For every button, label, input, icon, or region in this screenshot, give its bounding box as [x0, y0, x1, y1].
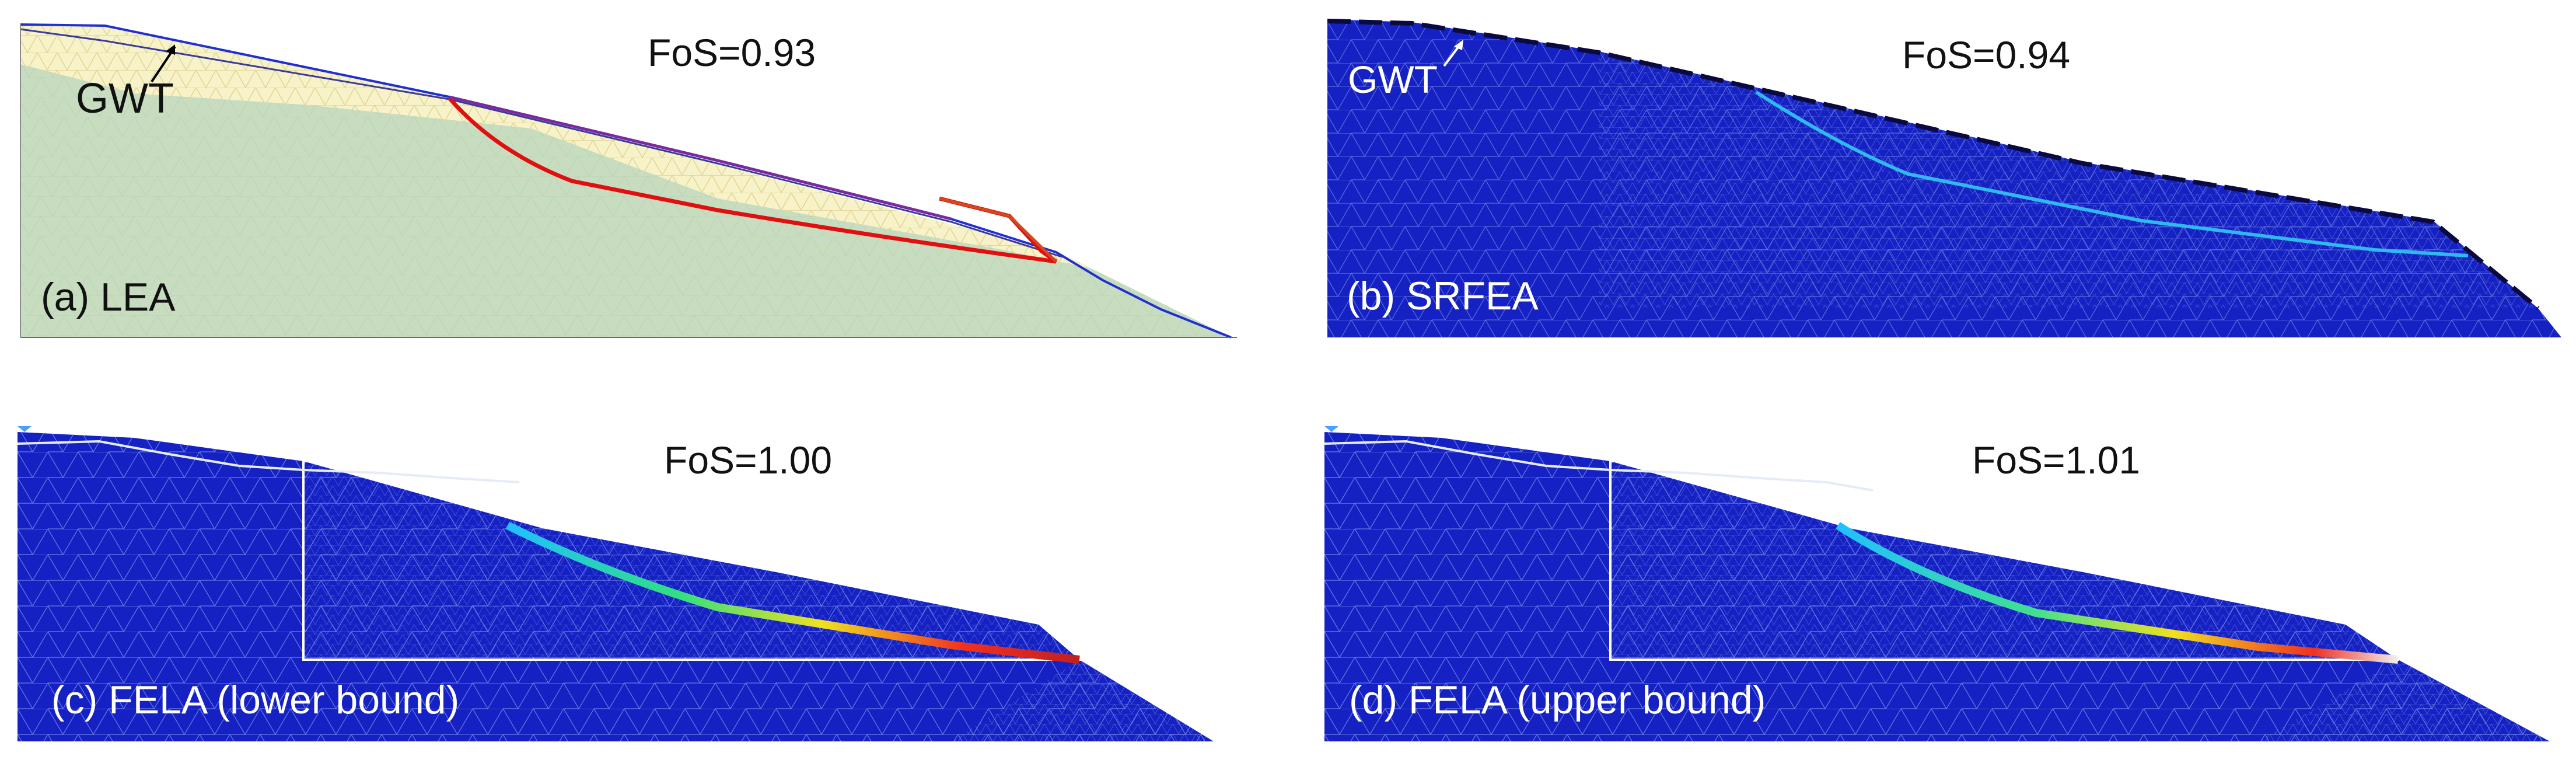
fos-value-c: FoS=1.00 — [664, 438, 833, 482]
shear-band-c — [505, 521, 1080, 664]
groundwater-table-line — [20, 28, 1062, 258]
critical-slip-surface — [448, 96, 1058, 264]
panel-c-fela-lower: FoS=1.00 (c) FELA (lower bound) — [18, 426, 1237, 759]
water-table-line — [18, 440, 520, 483]
panel-label-b: (b) SRFEA — [1347, 274, 1539, 318]
fela-lower-diagram — [18, 426, 1214, 741]
panel-d-fela-upper: FoS=1.01 (d) FELA (upper bound) — [1324, 426, 2567, 759]
panel-label-a: (a) LEA — [41, 275, 176, 319]
panel-label-d: (d) FELA (upper bound) — [1349, 678, 1766, 722]
gwt-label-a: GWT — [76, 75, 174, 122]
shear-band-d — [1836, 522, 2399, 664]
refined-zone-outline-d — [1609, 460, 2399, 661]
water-table-line-d — [1324, 440, 1874, 492]
panel-b-srfea: GWT FoS=0.94 (b) SRFEA — [1324, 16, 2567, 346]
lea-slope-diagram — [20, 23, 1237, 339]
panel-a-lea: GWT FoS=0.93 (a) LEA — [18, 18, 1237, 344]
gwt-label-b: GWT — [1348, 58, 1438, 101]
fela-upper-diagram — [1324, 426, 2550, 741]
srfea-slope-diagram — [1327, 19, 2561, 337]
panel-label-c: (c) FELA (lower bound) — [51, 678, 460, 722]
fos-value-b: FoS=0.94 — [1902, 33, 2071, 76]
fos-value-a: FoS=0.93 — [648, 31, 816, 74]
refined-zone-outline — [302, 460, 1086, 661]
fos-value-d: FoS=1.01 — [1972, 438, 2141, 482]
srfea-shear-band — [1755, 90, 2469, 257]
